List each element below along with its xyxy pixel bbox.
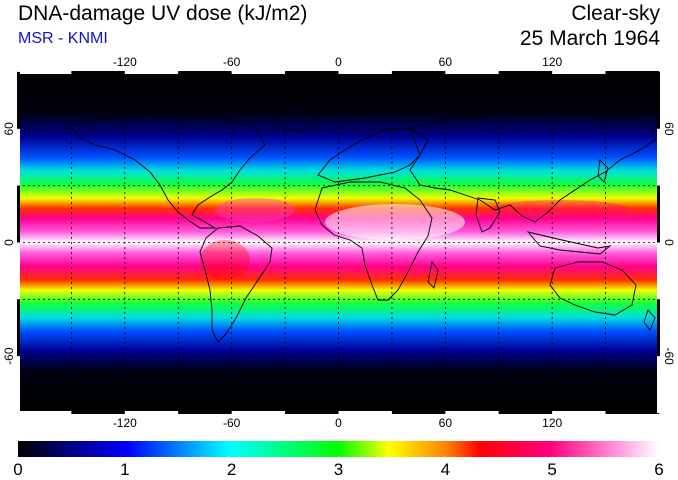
frame-segment-left <box>17 299 20 357</box>
frame-segment-top <box>124 71 179 74</box>
colorbar-label: 6 <box>654 460 663 479</box>
frame-segment-top <box>178 71 232 74</box>
coastline-greenland <box>267 95 323 133</box>
latitude-label-left: -60 <box>2 347 16 365</box>
frame-segment-bottom <box>18 411 72 414</box>
frame-segment-left <box>17 128 20 186</box>
frame-segment-right <box>657 128 660 186</box>
frame-segment-right <box>657 356 660 413</box>
colorbar-label: 2 <box>227 460 236 479</box>
colorbar-label: 5 <box>547 460 556 479</box>
frame-segment-top <box>498 71 553 74</box>
colorbar-label: 0 <box>13 460 22 479</box>
longitude-label-top: 120 <box>542 55 562 69</box>
frame-segment-bottom <box>124 411 179 414</box>
frame-segment-top <box>445 71 499 74</box>
colorbar-label: 4 <box>441 460 450 479</box>
frame-segment-right <box>657 72 660 129</box>
sky-condition: Clear-sky <box>571 2 660 25</box>
longitude-label-bottom: -120 <box>113 416 137 430</box>
map-frame-ticks <box>17 71 660 414</box>
high-dose-region-africa <box>325 204 465 240</box>
frame-segment-left <box>17 185 20 243</box>
frame-segment-top <box>71 71 125 74</box>
coastlines <box>69 95 656 343</box>
high-dose-region-atlantic <box>215 198 295 222</box>
longitude-labels: -120 -120 -60 -60 0 0 60 60 120 120 <box>113 55 563 430</box>
frame-segment-top <box>552 71 606 74</box>
frame-segment-bottom <box>498 411 553 414</box>
latitude-label-right: -60 <box>662 347 676 365</box>
frame-segment-top <box>605 71 659 74</box>
frame-segment-right <box>657 299 660 357</box>
longitude-label-top: -60 <box>223 55 241 69</box>
high-dose-region-pacific <box>490 200 630 220</box>
coastline-japan <box>597 159 609 183</box>
colorbar <box>18 441 659 457</box>
graticule <box>18 72 659 413</box>
latitude-label-right: 60 <box>662 122 676 136</box>
dose-region-south-america <box>200 240 250 280</box>
coastline-south-america <box>199 225 273 343</box>
frame-segment-left <box>17 242 20 300</box>
frame-segment-bottom <box>445 411 499 414</box>
longitude-label-bottom: 60 <box>439 416 453 430</box>
latitude-labels: 60 60 0 0 -60 -60 <box>2 122 676 365</box>
frame-segment-bottom <box>605 411 659 414</box>
longitude-label-bottom: -60 <box>223 416 241 430</box>
map-subtitle: MSR - KNMI <box>18 30 108 47</box>
frame-segment-bottom <box>178 411 232 414</box>
coastline-madagascar <box>427 260 439 289</box>
frame-segment-top <box>231 71 286 74</box>
coastline-australia <box>549 261 637 316</box>
frame-segment-right <box>657 185 660 243</box>
colorbar-labels: 0 1 2 3 4 5 6 <box>13 460 663 479</box>
frame-segment-bottom <box>552 411 606 414</box>
longitude-label-top: 60 <box>439 55 453 69</box>
coastline-north-america <box>69 111 266 229</box>
coastline-asia <box>409 107 656 223</box>
frame-segment-bottom <box>391 411 446 414</box>
longitude-label-top: 0 <box>335 55 342 69</box>
frame-segment-left <box>17 72 20 129</box>
frame-segment-right <box>657 242 660 300</box>
longitude-label-top: -120 <box>113 55 137 69</box>
latitude-label-right: 0 <box>662 239 676 246</box>
coastline-new-zealand <box>643 309 656 331</box>
coastline-india <box>475 197 501 233</box>
frame-segment-left <box>17 356 20 413</box>
colorbar-label: 1 <box>120 460 129 479</box>
map-date: 25 March 1964 <box>519 27 660 50</box>
colorbar-label: 3 <box>334 460 343 479</box>
latitude-label-left: 60 <box>2 122 16 136</box>
frame-segment-bottom <box>71 411 125 414</box>
map-title: DNA-damage UV dose (kJ/m2) <box>18 2 308 25</box>
frame-segment-bottom <box>285 411 339 414</box>
longitude-label-bottom: 120 <box>542 416 562 430</box>
latitude-label-left: 0 <box>2 239 16 246</box>
frame-segment-top <box>18 71 72 74</box>
frame-segment-top <box>338 71 392 74</box>
coastline-indonesia <box>526 231 612 255</box>
longitude-label-bottom: 0 <box>335 416 342 430</box>
frame-segment-top <box>285 71 339 74</box>
frame-segment-top <box>391 71 446 74</box>
frame-segment-bottom <box>231 411 286 414</box>
frame-segment-bottom <box>338 411 392 414</box>
coastline-africa <box>314 181 433 301</box>
